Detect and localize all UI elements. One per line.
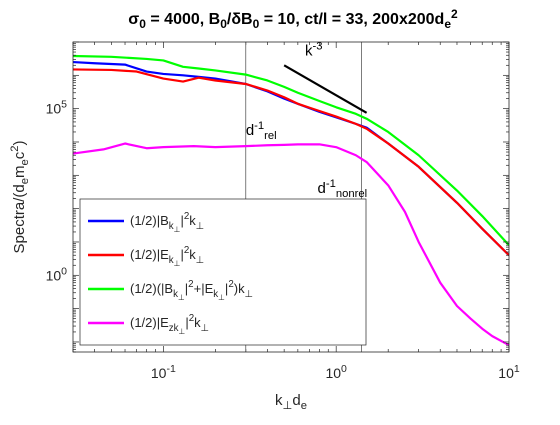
axes-box: [72, 41, 510, 353]
annotation-d-nonrel: d-1nonrel: [318, 178, 368, 200]
y-tick-label: 100: [46, 265, 68, 283]
legend: (1/2)|Bk⊥|2k⊥ (1/2)|Ek⊥|2k⊥ (1/2)(|Bk⊥|2+|…: [79, 198, 367, 346]
series-group: [73, 54, 509, 347]
legend-entry-label: (1/2)|Ezk⊥|2k⊥: [130, 313, 209, 336]
series-total-spectrum: [73, 54, 509, 246]
x-axis-label: k⊥de: [275, 392, 307, 412]
chart-text: k-3 d-1rel d-1nonrel k⊥de Spectra/(demec2) σ0…: [9, 7, 458, 412]
y-axis-label: Spectra/(demec2): [9, 141, 31, 254]
legend-entry-label: (1/2)(|Bk⊥|2+|Ek⊥|2)k⊥: [130, 279, 253, 302]
x-tick-label: 101: [498, 363, 520, 381]
axes: 10-1 100 101 100 105: [46, 41, 520, 381]
x-tick-label: 100: [325, 363, 347, 381]
y-tick-label: 105: [46, 99, 68, 117]
legend-entry-label: (1/2)|Ek⊥|2k⊥: [130, 245, 204, 268]
reference-line-k-3: [283, 64, 368, 114]
legend-box: [79, 198, 367, 346]
annotation-d-rel: d-1rel: [246, 120, 277, 142]
series-ez-spectrum: [73, 142, 509, 347]
reference-line-label: k-3: [305, 40, 323, 59]
series-e-spectrum: [73, 68, 509, 257]
chart-title: σ0 = 4000, B0/δB0 = 10, ct/l = 33, 200x2…: [128, 7, 458, 31]
x-tick-label: 10-1: [151, 363, 176, 381]
legend-entry-label: (1/2)|Bk⊥|2k⊥: [130, 211, 204, 234]
